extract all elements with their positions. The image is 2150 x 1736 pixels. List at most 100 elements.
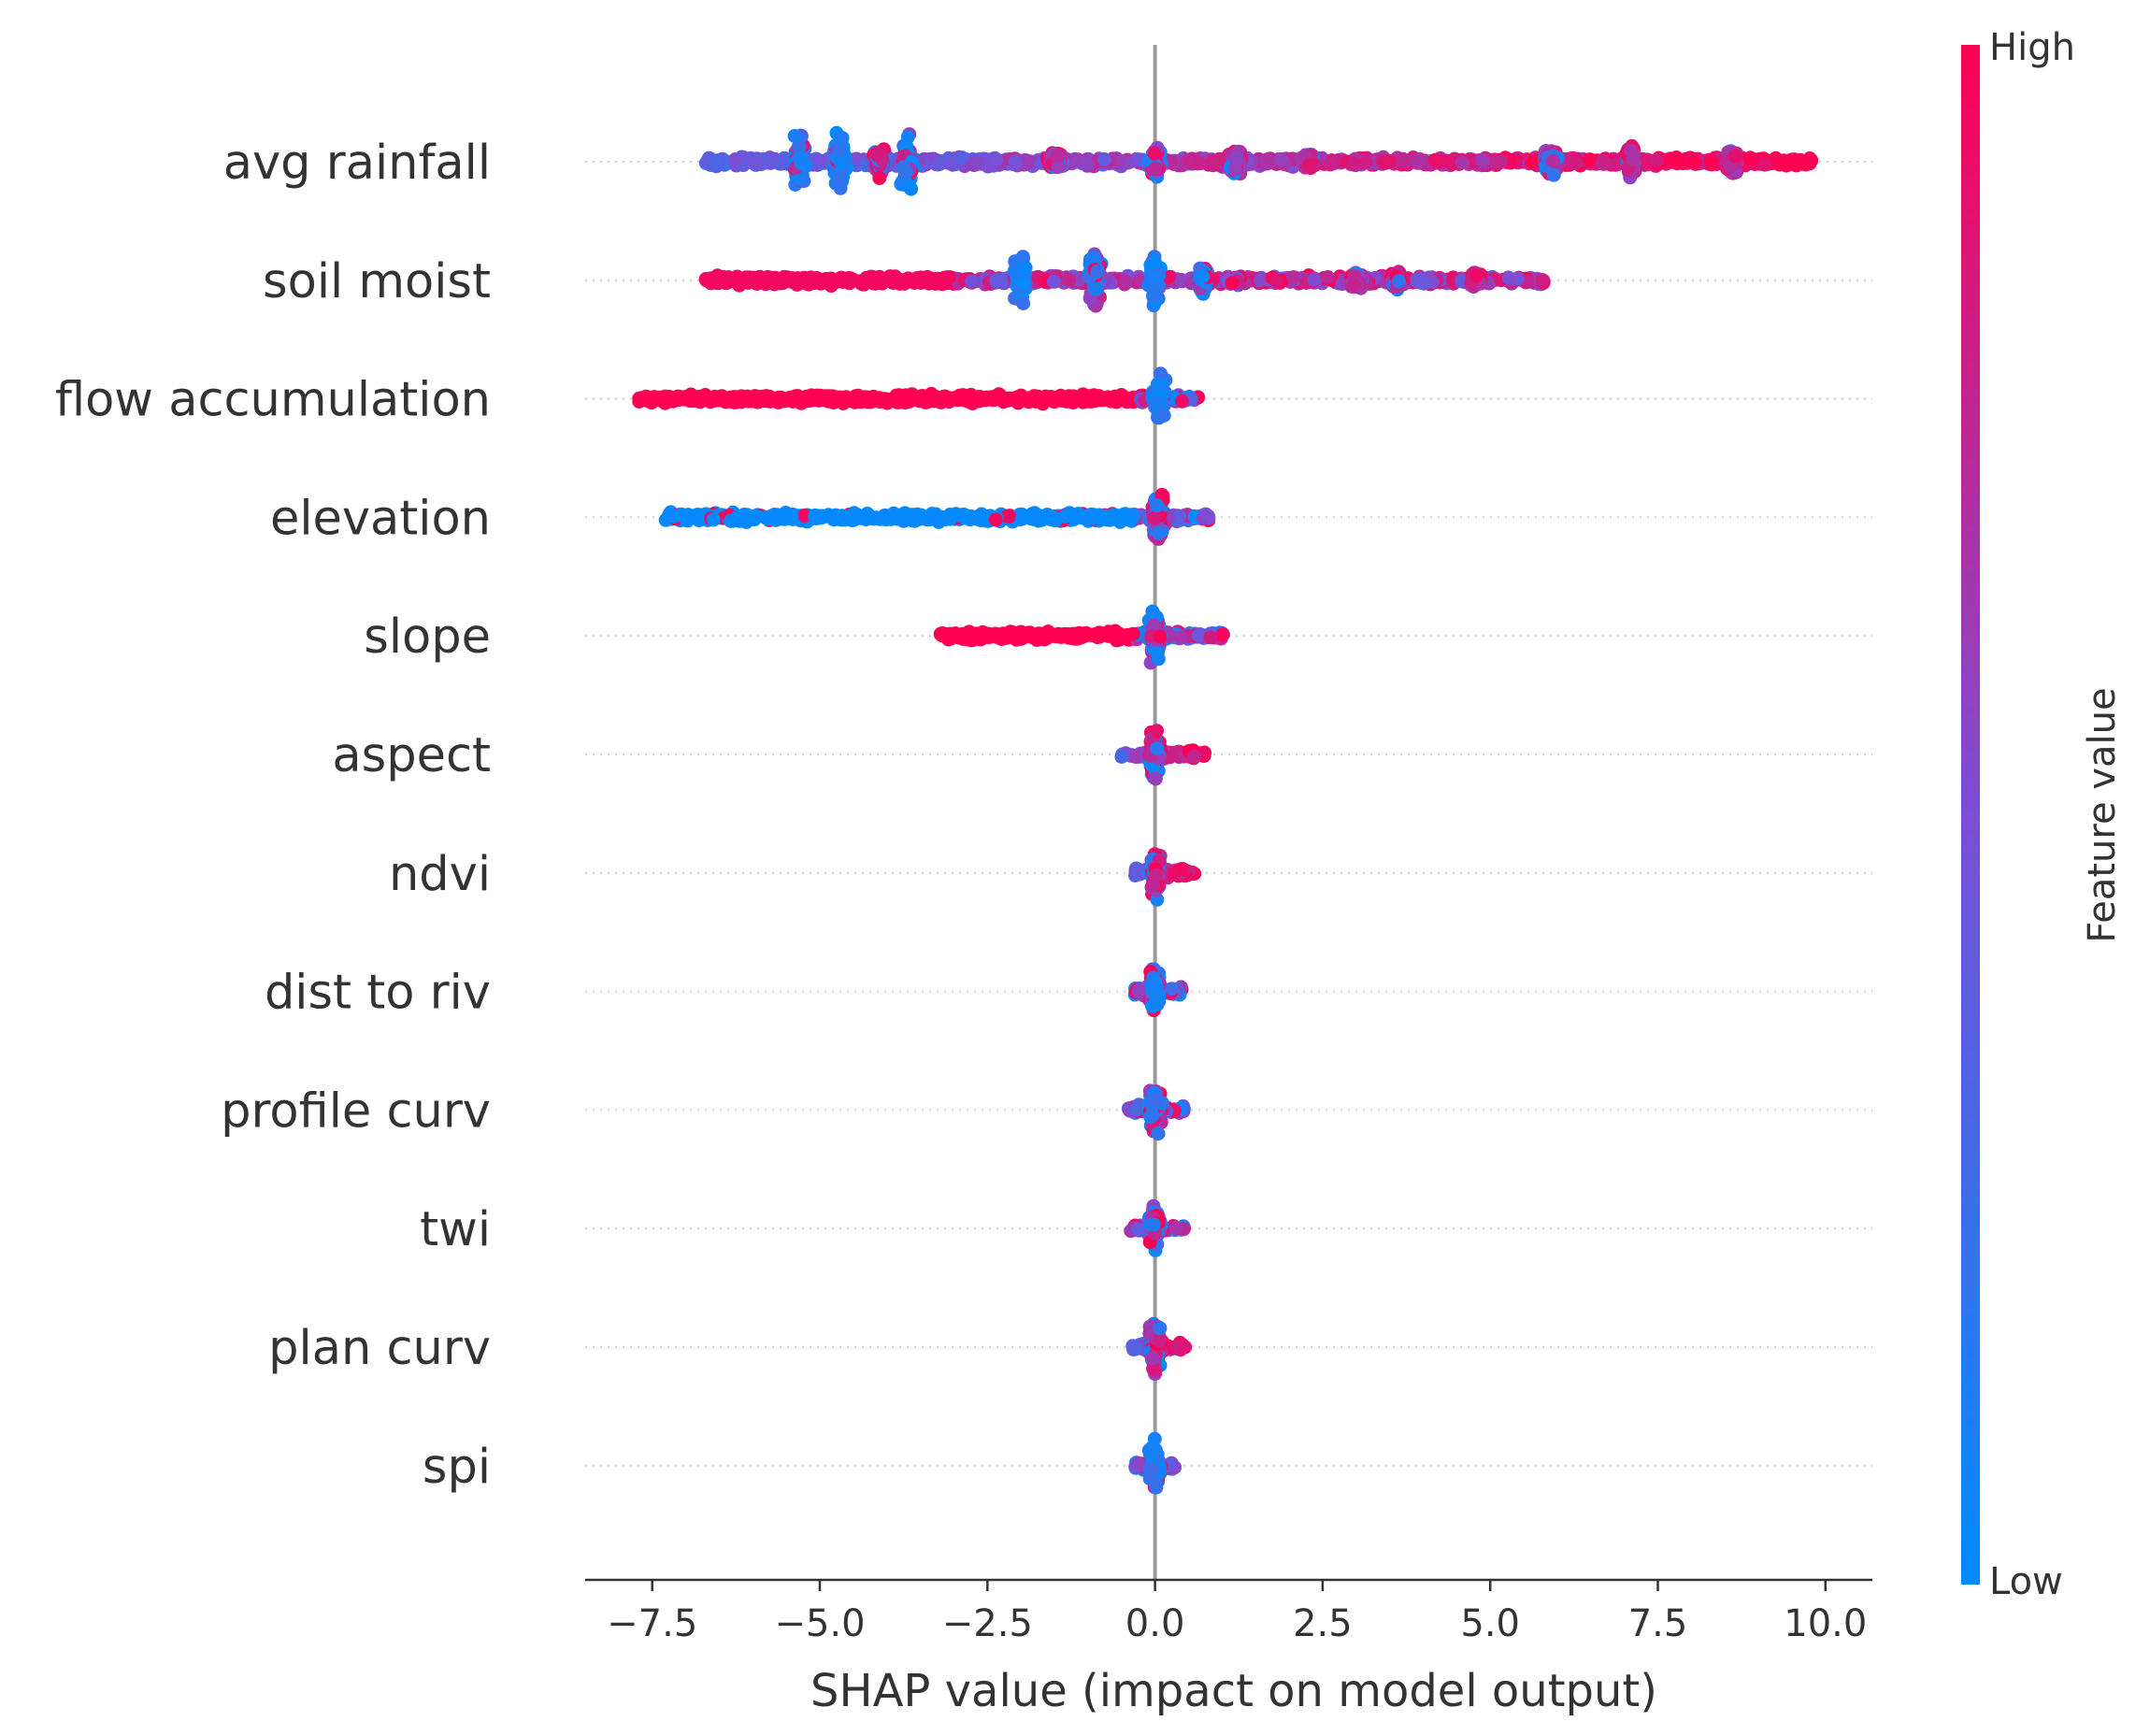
feature-row-dots xyxy=(632,366,1206,425)
shap-dot xyxy=(949,628,964,643)
shap-dot xyxy=(1703,154,1718,169)
shap-dot xyxy=(787,129,802,143)
shap-dot xyxy=(834,155,849,170)
shap-dot xyxy=(729,510,744,525)
shap-dot xyxy=(1501,271,1516,286)
shap-dot xyxy=(1254,273,1268,288)
shap-dot xyxy=(911,393,926,408)
shap-dot xyxy=(797,158,812,172)
shap-dot xyxy=(1639,154,1654,169)
shap-dot xyxy=(1626,151,1641,166)
shap-dot xyxy=(954,151,969,165)
shap-dot xyxy=(1346,156,1361,171)
shap-dot xyxy=(1099,512,1114,527)
dotted-guides xyxy=(585,161,1872,1467)
shap-dot xyxy=(921,272,936,287)
shap-dot xyxy=(1062,273,1077,287)
shap-dot xyxy=(1013,624,1028,639)
shap-dot xyxy=(771,390,786,405)
shap-dot xyxy=(770,508,785,523)
shap-dot xyxy=(887,394,902,408)
shap-dot xyxy=(710,154,724,169)
shap-dot xyxy=(875,511,890,526)
shap-dot xyxy=(658,395,673,410)
shap-dot xyxy=(664,509,679,524)
shap-dot xyxy=(1149,395,1164,409)
shap-dot xyxy=(1771,156,1786,171)
feature-row-dots xyxy=(698,247,1551,313)
shap-dot xyxy=(971,155,985,170)
shap-dot xyxy=(827,512,842,527)
shap-dot xyxy=(844,513,859,527)
shap-dot xyxy=(858,512,873,527)
shap-dot xyxy=(813,275,828,290)
shap-dot xyxy=(1037,632,1052,647)
shap-dot xyxy=(733,276,748,290)
shap-dot xyxy=(1262,154,1277,169)
shap-dot xyxy=(719,392,734,407)
shap-dot xyxy=(1156,409,1171,423)
shap-dot xyxy=(1191,628,1206,643)
feature-row-dots xyxy=(658,487,1216,546)
shap-dot xyxy=(988,512,1003,527)
shap-dot xyxy=(942,508,957,522)
shap-dot xyxy=(1377,155,1392,170)
shap-dot xyxy=(1072,627,1087,642)
shap-dot xyxy=(808,509,823,524)
shap-dot xyxy=(1108,389,1123,404)
shap-dot xyxy=(1802,153,1817,168)
shap-dot xyxy=(992,272,1007,287)
shap-dot xyxy=(1321,270,1336,284)
feature-row-dots xyxy=(1114,724,1211,786)
shap-dot xyxy=(854,277,869,292)
shap-dot xyxy=(1147,271,1162,286)
shap-dot xyxy=(1545,153,1560,168)
shap-dot xyxy=(1196,269,1210,284)
shap-dot xyxy=(1455,155,1469,170)
shap-dot xyxy=(903,274,918,289)
shap-dot xyxy=(1112,628,1127,643)
shap-dot xyxy=(1215,627,1229,642)
shap-dot xyxy=(1148,162,1163,176)
shap-dot xyxy=(644,395,659,410)
shap-dot xyxy=(896,513,911,528)
shap-dot xyxy=(832,144,847,159)
shap-dot xyxy=(1687,155,1702,169)
shap-dot xyxy=(829,275,844,289)
shap-dot xyxy=(1051,148,1066,163)
shap-dot xyxy=(1152,526,1166,540)
shap-dot xyxy=(1051,160,1066,175)
shap-dot xyxy=(1198,507,1213,522)
shap-dot xyxy=(1307,272,1322,287)
shap-dot xyxy=(1757,157,1772,172)
shap-dot xyxy=(1008,155,1023,169)
shap-dot xyxy=(896,160,911,175)
shap-dot xyxy=(1051,626,1066,641)
shap-dot xyxy=(773,276,788,291)
shap-dot xyxy=(1438,153,1453,168)
shap-dot xyxy=(1016,296,1031,310)
shap-dot xyxy=(1396,153,1411,168)
shap-dot xyxy=(1068,509,1082,524)
shap-dot xyxy=(746,156,761,171)
shap-dot xyxy=(1150,498,1165,513)
shap-dot xyxy=(1086,250,1101,265)
shap-dot xyxy=(1273,152,1288,166)
shap-dot xyxy=(1026,510,1041,525)
shap-dot xyxy=(1028,394,1043,409)
shap-dot xyxy=(1060,391,1075,406)
shap-dot xyxy=(1469,268,1484,283)
shap-dot xyxy=(1119,274,1134,289)
shap-dot xyxy=(965,274,980,289)
shap-dot xyxy=(728,152,743,166)
shap-dot xyxy=(1285,270,1300,285)
shap-dot xyxy=(932,157,947,171)
shap-dot xyxy=(823,392,838,407)
shap-dot xyxy=(1670,151,1684,166)
shap-dot xyxy=(1173,630,1188,645)
feature-row-dots xyxy=(933,604,1230,670)
shap-dot xyxy=(993,629,1008,644)
shap-dot xyxy=(850,390,865,405)
shap-dot xyxy=(686,392,701,407)
shap-dot xyxy=(986,392,1000,407)
